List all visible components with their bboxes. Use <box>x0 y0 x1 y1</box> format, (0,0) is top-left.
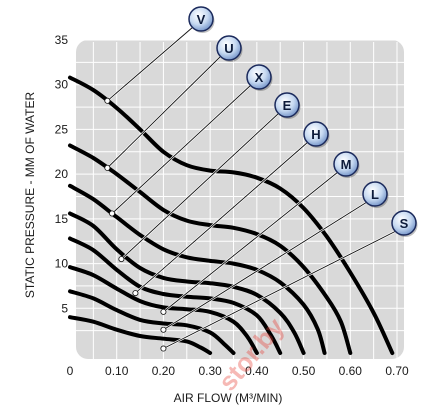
badge-circle <box>274 92 300 118</box>
leader-line-e <box>121 112 280 260</box>
curve-l <box>68 289 236 355</box>
curve-s <box>68 315 213 355</box>
y-tick-label: 10 <box>55 257 69 271</box>
badge-x: X <box>246 64 273 91</box>
leader-line-h <box>135 141 309 294</box>
leader-lines <box>106 26 397 350</box>
marker-l <box>160 326 167 333</box>
badge-m: M <box>333 151 360 178</box>
badge-e: E <box>274 92 301 119</box>
badge-l: L <box>362 181 389 208</box>
leader-line-v <box>107 26 194 102</box>
leader-line-m <box>163 171 339 313</box>
badge-circle <box>391 210 417 236</box>
badge-s: S <box>391 210 418 237</box>
x-tick-label: 0.60 <box>339 364 363 378</box>
leader-line-l <box>163 201 368 331</box>
series-label: S <box>400 216 409 231</box>
marker-u <box>104 164 111 171</box>
badge-u: U <box>216 35 243 62</box>
curve-v <box>68 75 395 355</box>
series-label: X <box>255 70 264 85</box>
badge-circle <box>303 121 329 147</box>
x-tick-label: 0.10 <box>105 364 129 378</box>
leader-line-s <box>163 230 397 349</box>
y-tick-label: 20 <box>55 167 69 181</box>
y-tick-label: 35 <box>55 33 69 47</box>
x-tick-label: 0.30 <box>198 364 222 378</box>
badge-circle <box>333 151 359 177</box>
series-label: E <box>283 98 292 113</box>
y-tick-labels: 5 10 15 20 25 30 35 <box>55 33 69 315</box>
x-tick-label: 0 <box>67 364 74 378</box>
badge-circle <box>216 35 242 61</box>
marker-e <box>118 256 125 263</box>
curve-markers <box>104 97 167 352</box>
y-axis-label: STATIC PRESSURE - MM OF WATER <box>23 92 37 299</box>
y-tick-label: 15 <box>55 212 69 226</box>
curve-x <box>68 183 327 355</box>
badge-v: V <box>188 6 215 33</box>
series-label: H <box>311 127 320 142</box>
marker-s <box>160 345 167 352</box>
x-tick-labels: 0 0.10 0.20 0.30 0.40 0.50 0.60 0.70 <box>67 364 409 378</box>
curve-m <box>68 265 259 355</box>
fan-curves <box>68 75 395 355</box>
badge-circle <box>246 64 272 90</box>
curve-u <box>68 143 353 355</box>
leader-line-u <box>107 55 222 169</box>
marker-x <box>109 210 116 217</box>
x-tick-label: 0.20 <box>152 364 176 378</box>
marker-h <box>132 290 139 297</box>
x-tick-label: 0.50 <box>292 364 316 378</box>
x-tick-label: 0.40 <box>245 364 269 378</box>
y-tick-label: 25 <box>55 122 69 136</box>
x-axis-label: AIR FLOW (M³/MIN) <box>174 391 283 405</box>
y-tick-label: 30 <box>55 78 69 92</box>
badge-h: H <box>303 121 330 148</box>
plot-area <box>76 40 404 359</box>
badge-circle <box>362 181 388 207</box>
marker-m <box>160 308 167 315</box>
series-label: V <box>197 12 206 27</box>
badge-circle <box>188 6 214 32</box>
y-tick-label: 5 <box>61 301 68 315</box>
marker-v <box>104 97 111 104</box>
curve-h <box>68 236 283 355</box>
leader-line-x <box>111 84 252 214</box>
x-tick-label: 0.70 <box>385 364 409 378</box>
curve-badges: V U X E H M L S <box>188 6 418 237</box>
series-label: M <box>341 157 352 172</box>
series-label: L <box>371 187 379 202</box>
series-label: U <box>224 41 233 56</box>
